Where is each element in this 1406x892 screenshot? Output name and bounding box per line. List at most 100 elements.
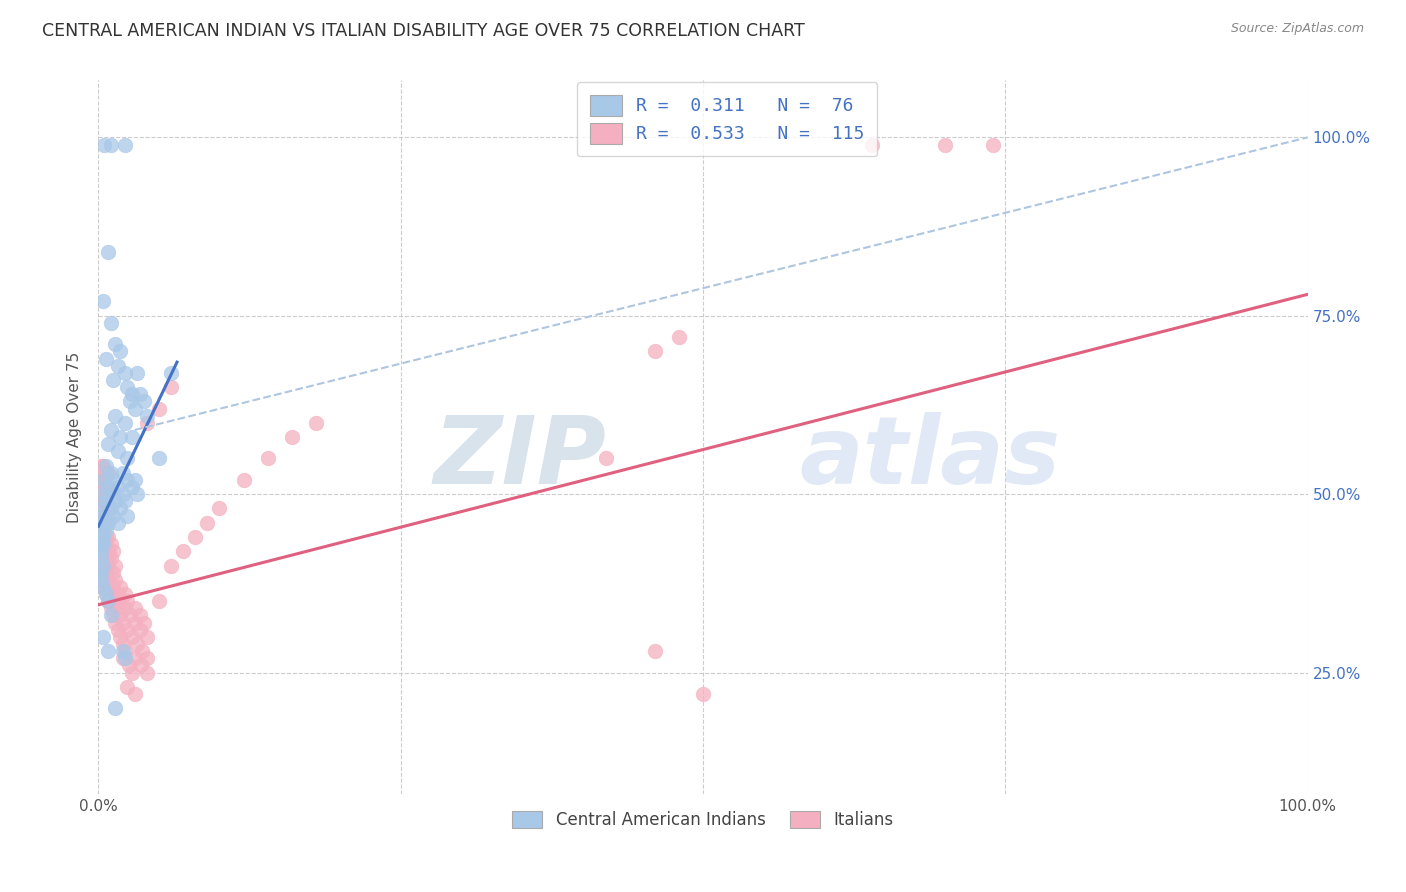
Point	[107, 359, 129, 373]
Point	[128, 608, 150, 623]
Point	[107, 587, 129, 601]
Text: CENTRAL AMERICAN INDIAN VS ITALIAN DISABILITY AGE OVER 75 CORRELATION CHART: CENTRAL AMERICAN INDIAN VS ITALIAN DISAB…	[42, 22, 804, 40]
Point	[91, 580, 114, 594]
Point	[90, 480, 112, 494]
Point	[195, 516, 218, 530]
Point	[97, 508, 120, 523]
Point	[101, 580, 124, 594]
Point	[94, 587, 117, 601]
Point	[595, 451, 617, 466]
Point	[100, 608, 122, 623]
Point	[97, 580, 120, 594]
Point	[108, 594, 131, 608]
Point	[668, 330, 690, 344]
Point	[97, 487, 120, 501]
Point	[104, 701, 127, 715]
Point	[94, 551, 117, 566]
Point	[111, 487, 134, 501]
Point	[91, 473, 114, 487]
Point	[100, 601, 122, 615]
Point	[97, 244, 120, 259]
Point	[104, 558, 127, 573]
Point	[101, 594, 124, 608]
Point	[148, 451, 170, 466]
Point	[90, 501, 112, 516]
Point	[129, 658, 152, 673]
Point	[107, 601, 129, 615]
Point	[104, 337, 127, 351]
Point	[108, 630, 131, 644]
Point	[127, 637, 149, 651]
Point	[117, 594, 139, 608]
Point	[160, 380, 183, 394]
Point	[118, 608, 141, 623]
Point	[114, 416, 136, 430]
Point	[91, 580, 114, 594]
Point	[91, 294, 114, 309]
Point	[934, 137, 956, 152]
Point	[90, 558, 112, 573]
Point	[94, 537, 117, 551]
Point	[91, 630, 114, 644]
Point	[94, 494, 117, 508]
Point	[118, 394, 141, 409]
Point	[91, 573, 114, 587]
Point	[135, 416, 157, 430]
Point	[117, 380, 139, 394]
Point	[90, 523, 112, 537]
Point	[94, 530, 117, 544]
Point	[134, 394, 156, 409]
Point	[121, 430, 143, 444]
Point	[104, 409, 127, 423]
Point	[90, 494, 112, 508]
Point	[90, 530, 112, 544]
Point	[101, 608, 124, 623]
Point	[118, 658, 141, 673]
Point	[135, 630, 157, 644]
Point	[114, 587, 136, 601]
Point	[256, 451, 278, 466]
Text: Source: ZipAtlas.com: Source: ZipAtlas.com	[1230, 22, 1364, 36]
Point	[860, 137, 883, 152]
Point	[94, 351, 117, 366]
Point	[305, 416, 328, 430]
Point	[124, 601, 146, 615]
Point	[108, 580, 131, 594]
Point	[97, 644, 120, 658]
Point	[90, 566, 112, 580]
Point	[90, 458, 112, 473]
Point	[111, 615, 134, 630]
Point	[121, 480, 143, 494]
Point	[111, 644, 134, 658]
Point	[97, 466, 120, 480]
Point	[281, 430, 304, 444]
Point	[100, 466, 122, 480]
Point	[91, 544, 114, 558]
Point	[100, 551, 122, 566]
Point	[107, 623, 129, 637]
Point	[94, 516, 117, 530]
Point	[111, 466, 134, 480]
Point	[124, 473, 146, 487]
Point	[107, 516, 129, 530]
Point	[90, 530, 112, 544]
Legend: Central American Indians, Italians: Central American Indians, Italians	[502, 801, 904, 839]
Point	[94, 480, 117, 494]
Point	[101, 566, 124, 580]
Point	[101, 373, 124, 387]
Point	[94, 566, 117, 580]
Point	[114, 644, 136, 658]
Point	[100, 423, 122, 437]
Point	[101, 508, 124, 523]
Point	[90, 544, 112, 558]
Point	[100, 501, 122, 516]
Point	[97, 573, 120, 587]
Point	[135, 665, 157, 680]
Point	[111, 651, 134, 665]
Point	[127, 366, 149, 380]
Point	[97, 480, 120, 494]
Point	[124, 687, 146, 701]
Point	[148, 401, 170, 416]
Point	[121, 665, 143, 680]
Point	[117, 451, 139, 466]
